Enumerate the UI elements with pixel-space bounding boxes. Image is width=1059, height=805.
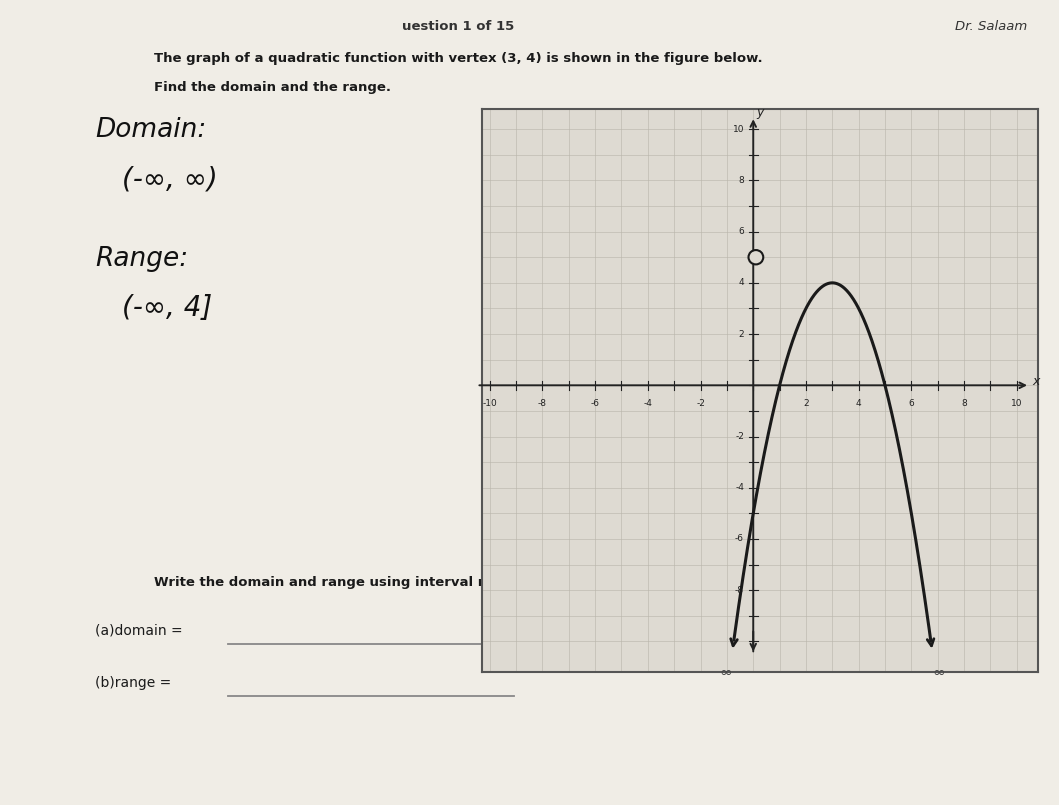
Text: (-∞, 4]: (-∞, 4]: [122, 294, 212, 322]
Text: Write the domain and range using interval notation.: Write the domain and range using interva…: [154, 576, 545, 588]
Text: -2: -2: [735, 432, 744, 441]
Text: uestion 1 of 15: uestion 1 of 15: [402, 20, 515, 33]
Text: x: x: [1033, 375, 1040, 388]
Text: -4: -4: [644, 399, 652, 408]
Text: -8: -8: [538, 399, 546, 408]
Text: 2: 2: [738, 329, 744, 339]
Circle shape: [749, 250, 764, 264]
Text: ∞: ∞: [719, 664, 732, 679]
Text: -2: -2: [696, 399, 705, 408]
Text: y: y: [756, 106, 764, 119]
Text: (b)range =: (b)range =: [95, 676, 172, 690]
Text: (a)domain =: (a)domain =: [95, 624, 183, 638]
Text: 4: 4: [856, 399, 861, 408]
Text: 8: 8: [738, 176, 744, 185]
Text: -10: -10: [483, 399, 497, 408]
Text: 4: 4: [738, 279, 744, 287]
Text: 6: 6: [738, 227, 744, 236]
Text: -6: -6: [591, 399, 599, 408]
Text: 6: 6: [909, 399, 914, 408]
Text: -4: -4: [735, 483, 744, 492]
Text: 10: 10: [1011, 399, 1023, 408]
Text: -8: -8: [735, 586, 744, 595]
Text: Dr. Salaam: Dr. Salaam: [955, 20, 1027, 33]
Text: -6: -6: [735, 535, 744, 543]
Text: (-∞, ∞): (-∞, ∞): [122, 165, 217, 193]
Text: The graph of a quadratic function with vertex (3, 4) is shown in the figure belo: The graph of a quadratic function with v…: [154, 52, 762, 65]
Text: Domain:: Domain:: [95, 117, 207, 142]
Text: Range:: Range:: [95, 246, 189, 271]
Text: Find the domain and the range.: Find the domain and the range.: [154, 80, 391, 93]
Text: 8: 8: [962, 399, 967, 408]
Text: 2: 2: [803, 399, 809, 408]
Text: ∞: ∞: [932, 664, 946, 679]
Text: 10: 10: [733, 125, 744, 134]
